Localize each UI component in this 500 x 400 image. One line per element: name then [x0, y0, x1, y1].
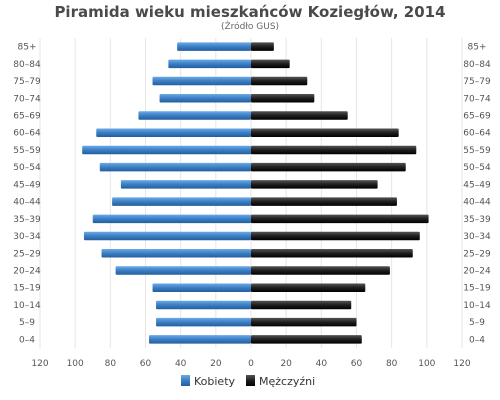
y-tick-label-right: 80–84: [463, 60, 491, 70]
y-tick-label-right: 5–9: [469, 318, 485, 328]
bar-kobiety[interactable]: [96, 128, 252, 137]
y-tick-label-right: 50–54: [463, 163, 491, 173]
bar-kobiety[interactable]: [112, 197, 251, 206]
legend-swatch-kobiety[interactable]: [181, 375, 190, 386]
bar-kobiety[interactable]: [83, 231, 251, 241]
y-tick-label-right: 35–39: [463, 215, 491, 225]
y-tick-label-right: 75–79: [463, 77, 491, 87]
y-tick-label-left: 85+: [18, 43, 37, 53]
bar-mezczyzni[interactable]: [251, 283, 366, 292]
bar-mezczyzni[interactable]: [251, 162, 406, 172]
x-tick-label: 120: [453, 359, 470, 369]
y-tick-label-left: 50–54: [13, 163, 41, 173]
y-tick-label-right: 45–49: [463, 180, 491, 190]
bar-kobiety[interactable]: [92, 214, 251, 224]
y-tick-label-left: 75–79: [13, 77, 41, 87]
bar-kobiety[interactable]: [138, 111, 251, 120]
bar-mezczyzni[interactable]: [251, 231, 420, 241]
bar-kobiety[interactable]: [101, 249, 252, 258]
bar-kobiety[interactable]: [82, 145, 251, 155]
bar-kobiety[interactable]: [120, 180, 251, 189]
bar-kobiety[interactable]: [152, 283, 251, 292]
y-tick-label-right: 70–74: [463, 94, 491, 104]
y-tick-label-left: 5–9: [19, 318, 35, 328]
bar-kobiety[interactable]: [177, 42, 251, 51]
y-tick-label-left: 20–24: [13, 267, 41, 277]
bar-kobiety[interactable]: [156, 300, 251, 310]
x-tick-label: 100: [418, 359, 435, 369]
chart-title: Piramida wieku mieszkańców Koziegłów, 20…: [54, 3, 446, 21]
y-tick-label-left: 35–39: [13, 215, 41, 225]
bar-kobiety[interactable]: [168, 59, 251, 69]
bar-kobiety[interactable]: [149, 335, 251, 344]
y-tick-label-right: 30–34: [463, 232, 491, 242]
y-tick-label-right: 55–59: [463, 146, 491, 156]
bar-mezczyzni[interactable]: [251, 317, 357, 327]
bar-mezczyzni[interactable]: [251, 197, 397, 206]
bar-mezczyzni[interactable]: [251, 42, 274, 51]
y-tick-label-left: 30–34: [13, 232, 41, 242]
x-tick-label: 0: [248, 359, 254, 369]
bar-mezczyzni[interactable]: [251, 266, 390, 275]
bar-mezczyzni[interactable]: [251, 94, 315, 103]
legend-swatch-mezczyzni[interactable]: [246, 375, 255, 386]
bar-kobiety[interactable]: [159, 94, 251, 103]
x-tick-label: 80: [386, 359, 398, 369]
x-tick-label: 60: [351, 359, 363, 369]
y-tick-label-right: 40–44: [463, 198, 491, 208]
y-tick-label-right: 20–24: [463, 267, 491, 277]
bar-mezczyzni[interactable]: [251, 76, 308, 86]
y-tick-label-left: 15–19: [13, 284, 41, 294]
x-tick-label: 20: [210, 359, 222, 369]
bars: [82, 42, 429, 344]
y-tick-label-right: 15–19: [463, 284, 491, 294]
y-tick-label-left: 70–74: [13, 94, 41, 104]
legend-label-kobiety[interactable]: Kobiety: [194, 375, 236, 388]
axis-labels: 120 100 80 60 40 20 0 20 40 60 80 100 120 0–4 0–4 5–9 5–…: [13, 43, 491, 369]
y-tick-label-right: 60–64: [463, 129, 491, 139]
legend[interactable]: Kobiety Mężczyźni: [181, 375, 315, 388]
bar-mezczyzni[interactable]: [251, 145, 417, 155]
bar-mezczyzni[interactable]: [251, 111, 348, 120]
bar-mezczyzni[interactable]: [251, 335, 362, 344]
bar-kobiety[interactable]: [152, 76, 251, 86]
gridlines: [39, 38, 463, 348]
x-tick-label: 40: [175, 359, 187, 369]
bar-kobiety[interactable]: [156, 317, 251, 327]
y-tick-label-left: 55–59: [13, 146, 41, 156]
bar-mezczyzni[interactable]: [251, 214, 429, 224]
legend-label-mezczyzni[interactable]: Mężczyźni: [259, 375, 315, 388]
bar-kobiety[interactable]: [99, 162, 252, 172]
bar-mezczyzni[interactable]: [251, 59, 290, 69]
y-tick-label-right: 85+: [468, 43, 487, 53]
bar-kobiety[interactable]: [115, 266, 251, 275]
chart-subtitle: (Źródło GUS): [220, 22, 280, 32]
y-tick-label-left: 65–69: [13, 112, 41, 122]
x-tick-label: 60: [140, 359, 152, 369]
x-tick-label: 20: [280, 359, 292, 369]
x-tick-label: 80: [105, 359, 117, 369]
y-tick-label-left: 40–44: [13, 198, 41, 208]
y-tick-label-left: 0–4: [19, 335, 35, 345]
bar-mezczyzni[interactable]: [251, 300, 352, 310]
y-tick-label-right: 25–29: [463, 249, 491, 259]
bar-mezczyzni[interactable]: [251, 128, 399, 137]
y-tick-label-left: 25–29: [13, 249, 41, 259]
bar-mezczyzni[interactable]: [251, 249, 413, 258]
y-tick-label-left: 60–64: [13, 129, 41, 139]
y-tick-label-right: 0–4: [469, 335, 485, 345]
y-tick-label-right: 10–14: [463, 301, 491, 311]
y-tick-label-left: 10–14: [13, 301, 41, 311]
x-tick-label: 40: [316, 359, 328, 369]
y-tick-label-left: 80–84: [13, 60, 41, 70]
bar-mezczyzni[interactable]: [251, 180, 378, 189]
y-tick-label-left: 45–49: [13, 180, 41, 190]
y-tick-label-right: 65–69: [463, 112, 491, 122]
x-tick-label: 100: [67, 359, 84, 369]
x-tick-label: 120: [31, 359, 48, 369]
